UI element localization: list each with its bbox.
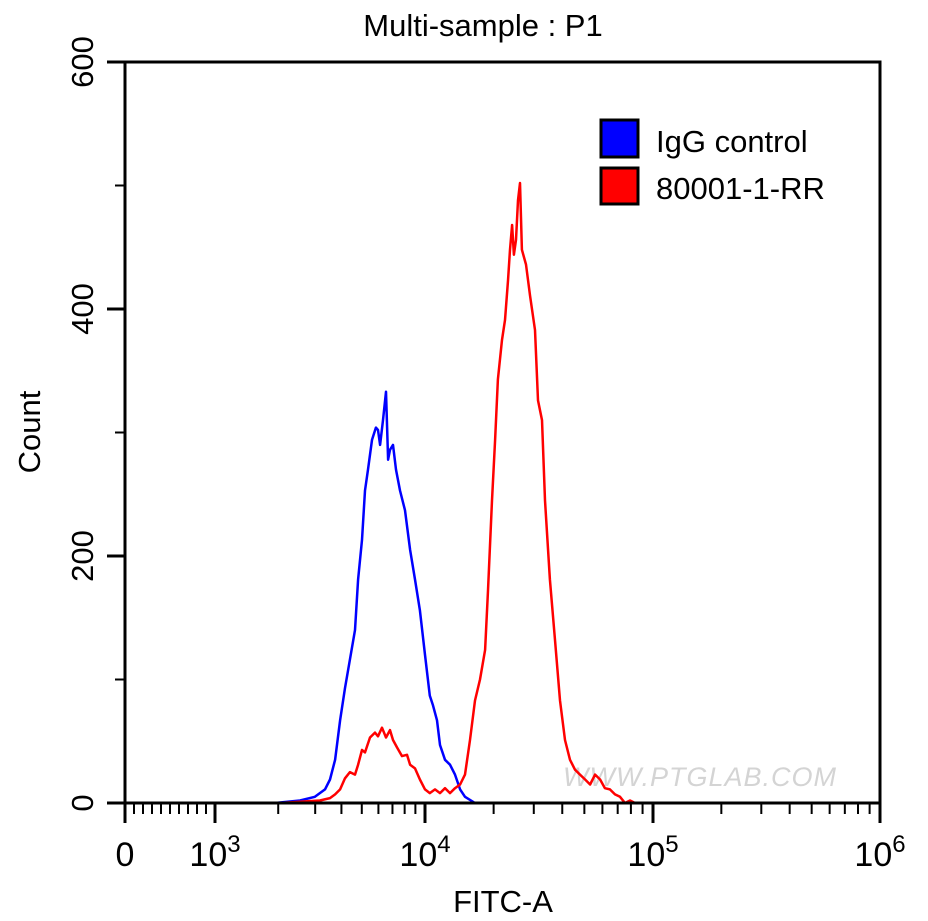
y-axis-ticks xyxy=(107,60,125,805)
y-axis-tick-labels: 0 200 400 600 xyxy=(65,36,100,811)
x-axis-tick-labels: 0 103 104 105 106 xyxy=(116,831,906,874)
chart-title: Multi-sample : P1 xyxy=(363,8,602,43)
series-line-igg-control xyxy=(274,390,476,805)
legend-label: 80001-1-RR xyxy=(656,171,825,206)
series-line-80001-1-rr xyxy=(279,181,636,805)
x-tick-label: 106 xyxy=(854,831,905,874)
x-axis-ticks xyxy=(123,803,882,823)
legend-swatch-red xyxy=(599,166,640,206)
watermark: WWW.PTGLAB.COM xyxy=(563,762,837,792)
x-tick-label-exponent: 5 xyxy=(665,831,678,858)
x-tick-label-exponent: 6 xyxy=(892,831,905,858)
x-tick-label: 0 xyxy=(116,836,135,874)
y-tick-label: 200 xyxy=(65,530,100,582)
x-tick-label-base: 0 xyxy=(116,836,135,874)
legend-swatch-blue xyxy=(599,118,640,159)
x-tick-label: 103 xyxy=(189,831,240,874)
x-tick-label-base: 10 xyxy=(189,836,227,874)
x-tick-label-base: 10 xyxy=(627,836,665,874)
legend-item-80001-1-rr[interactable]: 80001-1-RR xyxy=(599,166,825,206)
x-tick-label-exponent: 3 xyxy=(227,831,240,858)
legend-label: IgG control xyxy=(656,124,808,159)
x-tick-label-base: 10 xyxy=(399,836,437,874)
x-tick-label: 105 xyxy=(627,831,678,874)
x-tick-label-base: 10 xyxy=(854,836,892,874)
series-layer xyxy=(274,181,636,805)
y-tick-label: 400 xyxy=(65,283,100,335)
x-tick-label: 104 xyxy=(399,831,450,874)
y-axis-label: Count xyxy=(12,390,47,473)
x-tick-label-exponent: 4 xyxy=(437,831,450,858)
y-tick-label: 0 xyxy=(65,794,100,811)
legend-item-igg-control[interactable]: IgG control xyxy=(599,118,808,159)
x-axis-label: FITC-A xyxy=(453,884,553,919)
y-tick-label: 600 xyxy=(65,36,100,88)
legend: IgG control 80001-1-RR xyxy=(599,118,825,206)
